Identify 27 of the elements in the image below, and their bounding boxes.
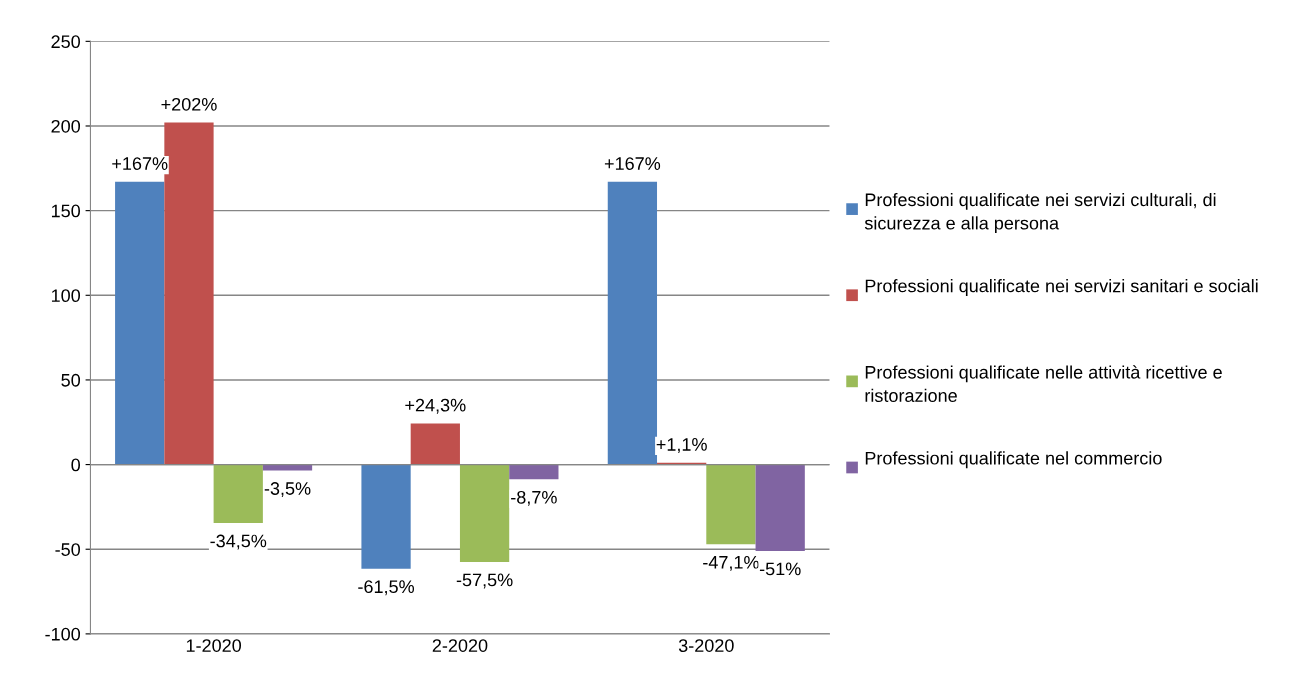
- y-tick-label: 250: [51, 35, 81, 49]
- data-label: +24,3%: [405, 398, 466, 414]
- data-label: -34,5%: [210, 534, 267, 550]
- data-label: -51%: [759, 562, 801, 576]
- y-tick-label: 100: [51, 289, 81, 303]
- y-tick-label: 50: [61, 373, 81, 387]
- data-label: +202%: [161, 97, 217, 111]
- data-label: -3,5%: [264, 482, 311, 498]
- x-tick-label: 3-2020: [678, 639, 734, 652]
- y-tick-label: 150: [51, 204, 81, 218]
- y-tick-label: -50: [55, 543, 81, 556]
- data-label: +167%: [604, 157, 661, 170]
- y-tick-label: -100: [45, 627, 81, 641]
- legend-label: Professioni qualificate nelle attività ricettive e ristorazione: [865, 365, 1222, 403]
- y-tick-label: 200: [51, 119, 81, 133]
- legend-label: Professioni qualificate nei servizi sanitari e sociali: [865, 279, 1258, 296]
- x-tick-label: 2-2020: [432, 639, 488, 652]
- legend-label: Professioni qualificate nei servizi culturali, di sicurezza e alla persona: [864, 192, 1216, 234]
- data-label: -57,5%: [456, 573, 513, 589]
- data-label: -8,7%: [511, 490, 557, 506]
- x-tick-label: 1-2020: [186, 639, 242, 652]
- data-label: +1,1%: [656, 438, 707, 453]
- data-label: +167%: [112, 157, 168, 170]
- data-label: -47,1%: [703, 555, 759, 571]
- legend-label: Professioni qualificate nel commercio: [865, 451, 1162, 469]
- y-tick-label: 0: [71, 458, 81, 472]
- data-label: -61,5%: [358, 580, 415, 596]
